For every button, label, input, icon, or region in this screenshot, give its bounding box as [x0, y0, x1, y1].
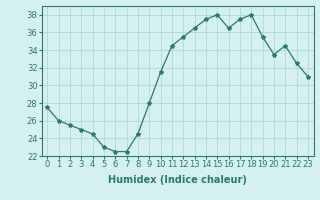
X-axis label: Humidex (Indice chaleur): Humidex (Indice chaleur): [108, 175, 247, 185]
